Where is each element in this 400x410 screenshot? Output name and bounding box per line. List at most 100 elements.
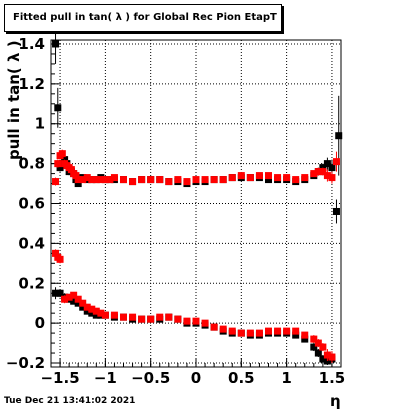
- data-point: [192, 317, 200, 325]
- data-point: [328, 353, 336, 361]
- data-point: [328, 164, 336, 172]
- data-point: [165, 178, 173, 186]
- y-tick-label: 0.4: [18, 234, 45, 252]
- data-point: [283, 327, 291, 335]
- data-point: [274, 327, 282, 335]
- grid: [51, 40, 341, 367]
- data-point: [310, 170, 318, 178]
- title-box: Fitted pull in tan( λ ) for Global Rec P…: [4, 4, 282, 32]
- data-point: [237, 329, 245, 337]
- x-tick-label: −1: [94, 369, 117, 387]
- data-point: [332, 158, 340, 166]
- y-tick-label: 0.2: [18, 274, 45, 292]
- data-point: [56, 289, 64, 297]
- data-point: [201, 176, 209, 184]
- data-point: [219, 325, 227, 333]
- data-point: [246, 329, 254, 337]
- data-point: [328, 174, 336, 182]
- data-point: [52, 289, 60, 297]
- data-point: [265, 172, 272, 180]
- x-tick-label: −0.5: [131, 369, 170, 387]
- data-point: [265, 176, 272, 184]
- data-point: [97, 176, 105, 184]
- data-point: [301, 335, 309, 343]
- data-point: [88, 305, 96, 313]
- data-point: [147, 176, 155, 184]
- data-point: [246, 174, 254, 182]
- data-point: [332, 207, 340, 215]
- data-point: [335, 132, 343, 140]
- data-point: [292, 327, 300, 335]
- data-point: [210, 176, 218, 184]
- y-tick-label: 0.8: [18, 155, 45, 173]
- x-tick-label: −1.5: [40, 369, 79, 387]
- data-point: [292, 176, 300, 184]
- y-tick-label: 1.2: [18, 75, 45, 93]
- y-tick-label: 1.4: [18, 35, 45, 53]
- data-point: [301, 331, 309, 339]
- data-point: [120, 313, 127, 321]
- data-point: [274, 174, 282, 182]
- data-point: [129, 178, 137, 186]
- data-point: [174, 315, 182, 323]
- data-point: [74, 176, 82, 184]
- data-point: [74, 180, 82, 188]
- data-point: [323, 351, 331, 359]
- x-tick-label: 1: [281, 369, 291, 387]
- data-point: [323, 172, 331, 180]
- data-point: [88, 309, 96, 317]
- data-point: [110, 174, 118, 182]
- data-point: [314, 339, 322, 347]
- data-point: [92, 311, 100, 319]
- data-point: [301, 174, 309, 182]
- data-point: [156, 313, 164, 321]
- data-point: [265, 327, 272, 335]
- axis-ticks: −1.5 −1 −0.5 0 0.5 1 1.5 −0.2 0 0.2 0.4 0.6 0.8 1 1.2 1…: [6, 35, 345, 387]
- data-point: [83, 307, 91, 315]
- data-point: [319, 343, 327, 351]
- data-point: [201, 319, 209, 327]
- data-point: [101, 176, 109, 184]
- data-point: [54, 160, 62, 168]
- data-marks: [52, 24, 343, 366]
- data-point: [88, 176, 96, 184]
- data-point: [52, 40, 60, 48]
- data-point: [83, 174, 91, 182]
- y-tick-label: 0: [35, 314, 45, 332]
- x-tick-label: 1.5: [319, 369, 346, 387]
- data-point: [228, 327, 236, 335]
- data-point: [314, 349, 322, 357]
- data-point: [67, 166, 75, 174]
- x-axis-label: η: [330, 392, 341, 410]
- y-tick-label: −0.2: [6, 354, 45, 372]
- data-point: [283, 174, 291, 182]
- data-point: [192, 176, 200, 184]
- y-axis-label: pull in tan( λ ): [5, 40, 23, 160]
- data-point: [52, 249, 60, 257]
- data-point: [255, 329, 263, 337]
- data-point: [79, 176, 87, 184]
- data-point: [79, 303, 87, 311]
- data-point: [237, 172, 245, 180]
- data-point: [138, 176, 146, 184]
- data-point: [97, 309, 105, 317]
- data-point: [255, 172, 263, 180]
- data-point: [74, 295, 82, 303]
- data-point: [106, 176, 114, 184]
- data-point: [219, 176, 227, 184]
- data-point: [228, 174, 236, 182]
- data-point: [70, 297, 78, 305]
- data-point: [129, 313, 137, 321]
- data-point: [70, 291, 78, 299]
- data-point: [92, 176, 100, 184]
- data-point: [314, 168, 322, 176]
- data-point: [56, 164, 64, 172]
- data-point: [92, 307, 100, 315]
- data-point: [72, 172, 80, 180]
- data-point: [120, 176, 127, 184]
- data-point: [65, 293, 73, 301]
- y-axis-label-wrap: pull in tan( λ ): [1, 40, 23, 180]
- data-point: [156, 176, 164, 184]
- chart-title: Fitted pull in tan( λ ) for Global Rec P…: [13, 12, 277, 23]
